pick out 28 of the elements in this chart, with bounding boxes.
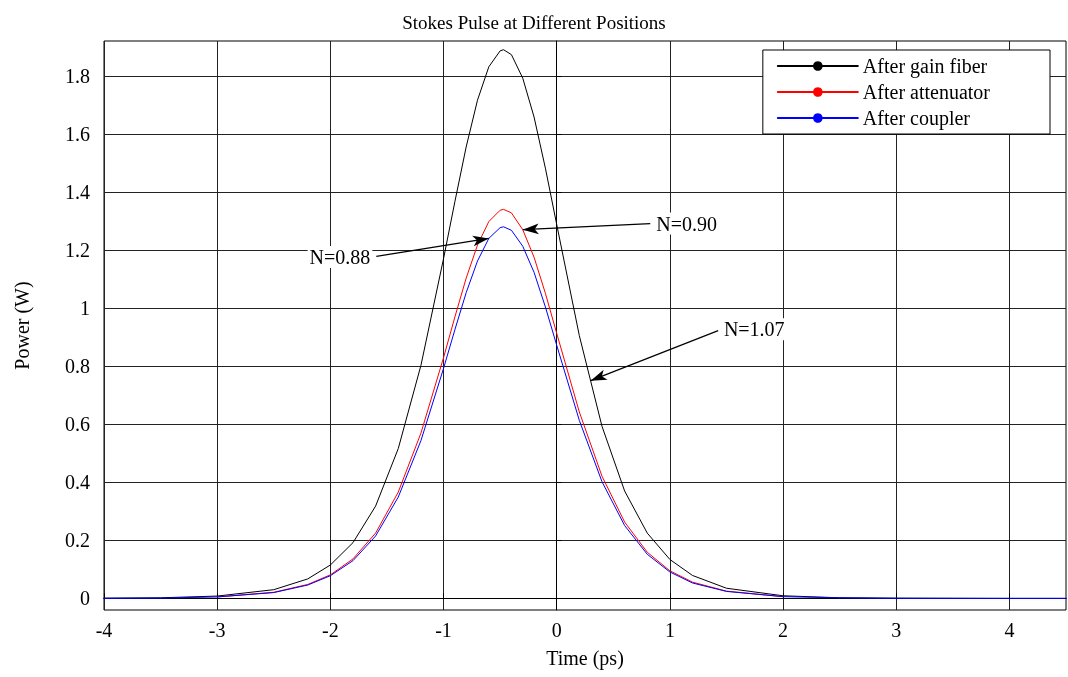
x-axis-title: Time (ps) [546, 647, 624, 670]
y-tick-label: 0.2 [65, 529, 90, 552]
x-tick-label: -1 [435, 619, 452, 641]
annotation: N=0.88 [309, 246, 371, 269]
y-tick-label: 0 [80, 587, 90, 610]
y-axis-title: Power (W) [11, 281, 34, 370]
legend-label: After attenuator [862, 81, 991, 103]
chart-title: Stokes Pulse at Different Positions [402, 12, 666, 33]
y-tick-label: 0.6 [65, 413, 90, 436]
x-tick-label: -3 [208, 619, 226, 641]
x-tick-label: 0 [551, 619, 562, 641]
y-tick-label: 1.2 [65, 239, 90, 262]
y-tick-label: 0.8 [65, 355, 90, 378]
x-tick-label: 1 [664, 619, 675, 641]
x-tick-label: 4 [1004, 619, 1015, 641]
y-tick-label: 1.4 [65, 180, 90, 203]
y-tick-label: 0.4 [65, 471, 90, 494]
annotation: N=1.07 [723, 318, 785, 341]
y-tick-label: 1.8 [65, 64, 90, 87]
y-tick-label: 1 [80, 297, 90, 320]
legend-label: After gain fiber [862, 55, 988, 78]
x-tick-label: -2 [322, 619, 339, 641]
x-tick-label: 3 [891, 619, 902, 641]
x-tick-label: 2 [778, 619, 789, 641]
x-tick-label: -4 [95, 619, 113, 641]
y-tick-label: 1.6 [65, 122, 90, 145]
annotation: N=0.90 [656, 212, 717, 235]
legend-label: After coupler [862, 107, 971, 130]
